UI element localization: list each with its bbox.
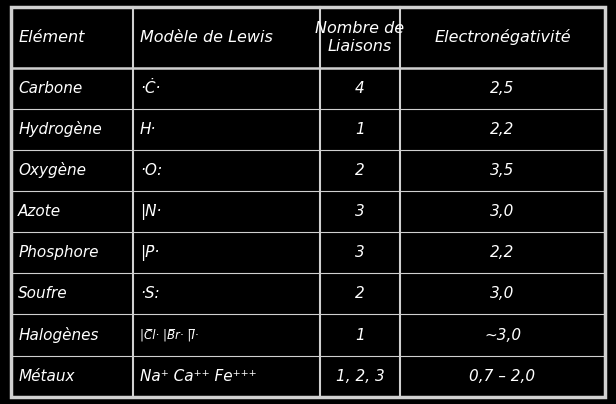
Text: ·O:: ·O: [140,163,162,178]
Text: Elément: Elément [18,30,84,45]
Text: 3,0: 3,0 [490,286,514,301]
Text: Na⁺ Ca⁺⁺ Fe⁺⁺⁺: Na⁺ Ca⁺⁺ Fe⁺⁺⁺ [140,369,257,384]
Text: 2,5: 2,5 [490,81,514,96]
Text: 1: 1 [355,122,365,137]
Text: Halogènes: Halogènes [18,327,99,343]
Text: 3: 3 [355,204,365,219]
Text: Modèle de Lewis: Modèle de Lewis [140,30,273,45]
Text: 2: 2 [355,286,365,301]
Text: 0,7 – 2,0: 0,7 – 2,0 [469,369,535,384]
Text: Soufre: Soufre [18,286,68,301]
Text: Azote: Azote [18,204,62,219]
Text: 3,5: 3,5 [490,163,514,178]
Text: 2: 2 [355,163,365,178]
Text: Hydrogène: Hydrogène [18,121,102,137]
Text: 2,2: 2,2 [490,245,514,260]
Text: Carbone: Carbone [18,81,83,96]
Text: |Ṗ·: |Ṗ· [140,245,159,261]
Text: H·: H· [140,122,156,137]
Text: Phosphore: Phosphore [18,245,99,260]
Text: Nombre de
Liaisons: Nombre de Liaisons [315,21,405,54]
Text: ~3,0: ~3,0 [484,328,521,343]
Text: 2,2: 2,2 [490,122,514,137]
Text: Electronégativité: Electronégativité [434,29,571,46]
Text: 3,0: 3,0 [490,204,514,219]
Text: |C̅l· |B̅r· |I̅·: |C̅l· |B̅r· |I̅· [140,328,198,341]
Text: |Ṅ·: |Ṅ· [140,204,161,220]
Text: 1, 2, 3: 1, 2, 3 [336,369,384,384]
Text: 4: 4 [355,81,365,96]
Text: ·Ċ·: ·Ċ· [140,81,160,96]
Text: Oxygène: Oxygène [18,162,86,179]
Text: Métaux: Métaux [18,369,75,384]
Text: 3: 3 [355,245,365,260]
Text: 1: 1 [355,328,365,343]
Text: ·S:: ·S: [140,286,160,301]
